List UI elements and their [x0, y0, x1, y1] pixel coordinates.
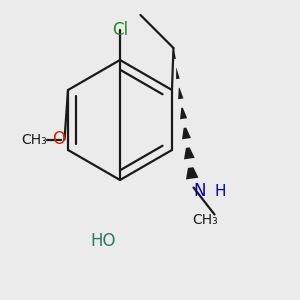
Text: CH₃: CH₃: [193, 214, 218, 227]
Text: Cl: Cl: [112, 21, 128, 39]
Text: H: H: [214, 184, 226, 200]
Text: HO: HO: [91, 232, 116, 250]
Polygon shape: [186, 167, 198, 179]
Polygon shape: [180, 108, 187, 119]
Polygon shape: [173, 48, 176, 59]
Text: O: O: [52, 130, 65, 148]
Polygon shape: [178, 88, 183, 99]
Polygon shape: [184, 147, 195, 159]
Text: CH₃: CH₃: [22, 133, 47, 146]
Text: N: N: [193, 182, 206, 200]
Polygon shape: [182, 128, 191, 139]
Polygon shape: [176, 68, 180, 79]
